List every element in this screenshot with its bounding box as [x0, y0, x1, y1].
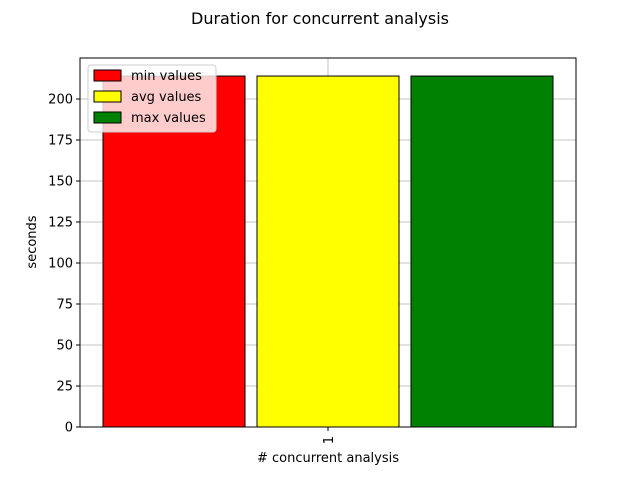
legend-label: avg values [131, 90, 202, 105]
chart-title: Duration for concurrent analysis [191, 9, 449, 28]
legend-label: min values [131, 69, 202, 84]
x-tick-label: 1 [322, 436, 337, 444]
y-axis-label: seconds [25, 215, 40, 268]
y-tick-label: 100 [48, 257, 73, 272]
y-tick-label: 0 [65, 421, 73, 436]
bar-max-values [410, 75, 554, 428]
legend-swatch [93, 111, 122, 124]
legend-label: max values [131, 111, 206, 126]
legend-swatch [93, 69, 122, 82]
y-tick-label: 175 [48, 134, 73, 149]
y-tick-label: 150 [48, 175, 73, 190]
y-tick-label: 25 [56, 380, 73, 395]
legend: min values avg values max values [87, 64, 217, 133]
legend-swatch [93, 90, 122, 103]
y-tick-label: 75 [56, 298, 73, 313]
y-tick-label: 125 [48, 216, 73, 231]
x-axis-label: # concurrent analysis [257, 451, 399, 466]
ticks-layer: 0 25 50 75 100 125 150 175 200 1 [48, 93, 337, 445]
y-tick-label: 50 [56, 339, 73, 354]
bar-avg-values [256, 75, 400, 428]
y-tick-label: 200 [48, 93, 73, 108]
